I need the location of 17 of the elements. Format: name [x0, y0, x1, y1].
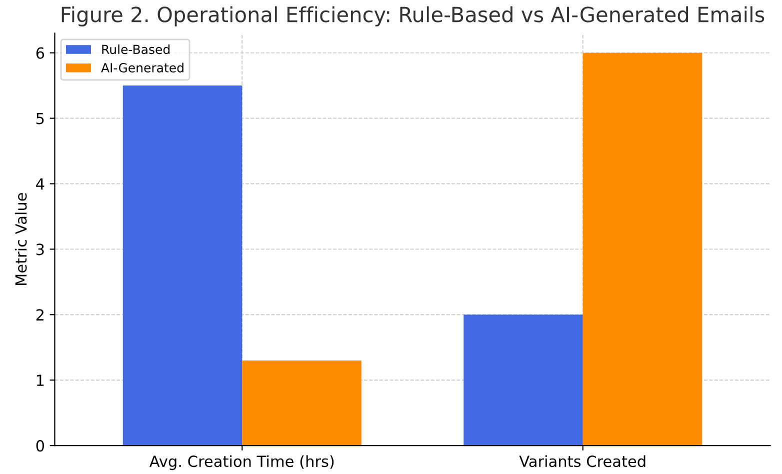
- y-tick-label: 0: [36, 440, 44, 452]
- y-tick-label: 5: [36, 112, 44, 124]
- y-tick-label: 4: [36, 178, 44, 190]
- legend-label: AI-Generated: [101, 62, 184, 72]
- chart-title: Figure 2. Operational Efficiency: Rule-Based vs AI-Generated Emails: [62, 6, 764, 26]
- x-tick-label: Variants Created: [519, 455, 646, 468]
- y-tick-label: 3: [36, 244, 44, 256]
- bar: [464, 314, 583, 446]
- bar: [122, 86, 242, 446]
- legend-label: Rule-Based: [102, 44, 170, 54]
- y-tick-label: 6: [36, 47, 44, 59]
- bar: [582, 52, 702, 446]
- x-tick-label: Avg. Creation Time (hrs): [149, 455, 334, 470]
- bar: [242, 360, 362, 446]
- y-axis-title: Metric Value: [14, 193, 27, 286]
- y-tick-label: 1: [36, 374, 44, 386]
- y-tick-label: 2: [36, 309, 44, 320]
